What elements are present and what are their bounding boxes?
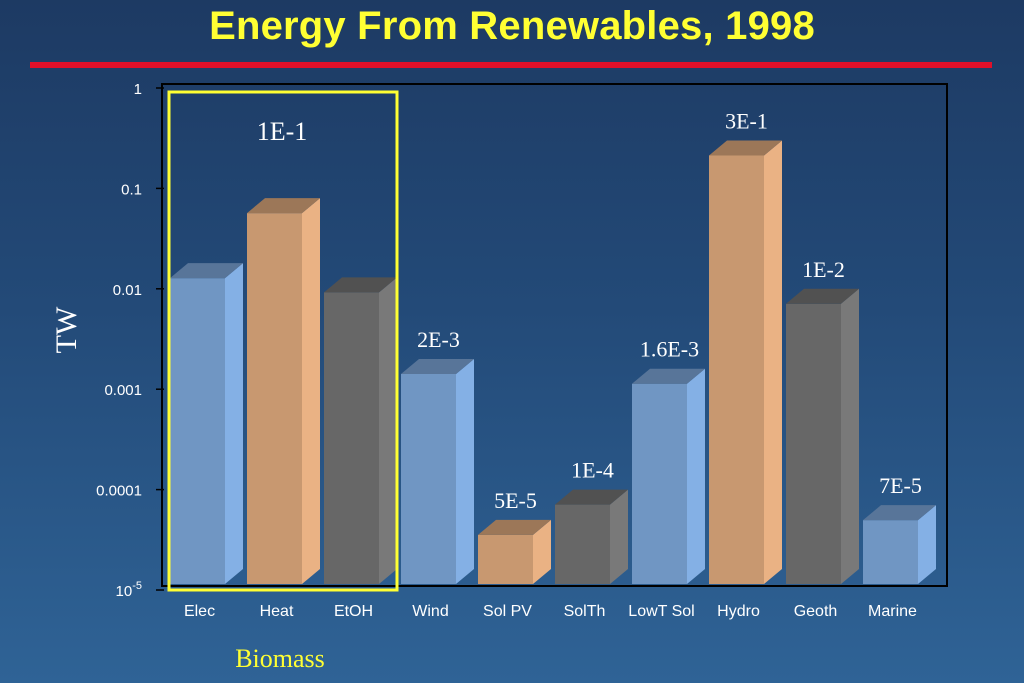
data-label: 1.6E-3 [640,337,699,362]
y-tick-label: 10-5 [116,580,142,600]
bar [478,534,533,584]
bar-side [533,519,551,584]
data-label: 2E-3 [417,327,460,352]
bar-top [709,140,782,156]
x-tick-label: Elec [184,603,215,620]
bar [324,292,379,584]
x-tick-label: LowT Sol [628,603,694,620]
bar-side [687,368,705,584]
data-label: 7E-5 [879,473,922,498]
bar-side [456,358,474,584]
data-label: 5E-5 [494,488,537,513]
data-label: 1E-4 [571,458,614,483]
y-tick-label: 0.001 [104,382,142,399]
bar [247,213,302,584]
bar-side [610,489,628,584]
bar-top [786,288,859,304]
y-tick-label: 1 [134,81,142,98]
x-tick-label: Marine [868,603,917,620]
x-tick-label: Hydro [717,603,760,620]
bar [786,303,841,584]
x-tick-label: SolTh [564,603,606,620]
y-axis-label: TW [50,306,83,353]
plot-area [161,83,948,587]
bar [401,373,456,584]
bar-top [324,277,397,293]
data-label: 3E-1 [725,108,768,133]
bar-top [247,198,320,214]
biomass-total-annotation: 1E-1 [257,117,308,146]
x-tick-label: Heat [260,603,294,620]
biomass-group-label: Biomass [235,644,325,673]
chart-title: Energy From Renewables, 1998 [209,4,815,48]
data-label: 1E-2 [802,257,845,282]
bar-side [764,140,782,585]
bar-side [841,288,859,584]
bar-side [379,277,397,584]
bar [170,278,225,584]
y-tick-label: 0.0001 [96,483,142,500]
y-tick-label: 0.01 [113,282,142,299]
bar-top [170,263,243,279]
bar-top [863,505,936,521]
biomass-highlight-box [167,90,399,592]
bar [632,383,687,584]
y-tick-label: 0.1 [121,181,142,198]
bar-top [401,358,474,374]
x-tick-label: Wind [412,603,448,620]
x-tick-label: Sol PV [483,603,532,620]
title-underline [30,62,992,68]
bar-top [555,489,628,505]
bar [863,520,918,584]
bar-side [225,263,243,584]
bar [709,155,764,585]
bar-top [478,519,551,535]
x-tick-label: EtOH [334,603,373,620]
bar-side [918,505,936,584]
x-tick-label: Geoth [794,603,838,620]
bar [555,504,610,584]
bar-top [632,368,705,384]
bar-side [302,198,320,584]
